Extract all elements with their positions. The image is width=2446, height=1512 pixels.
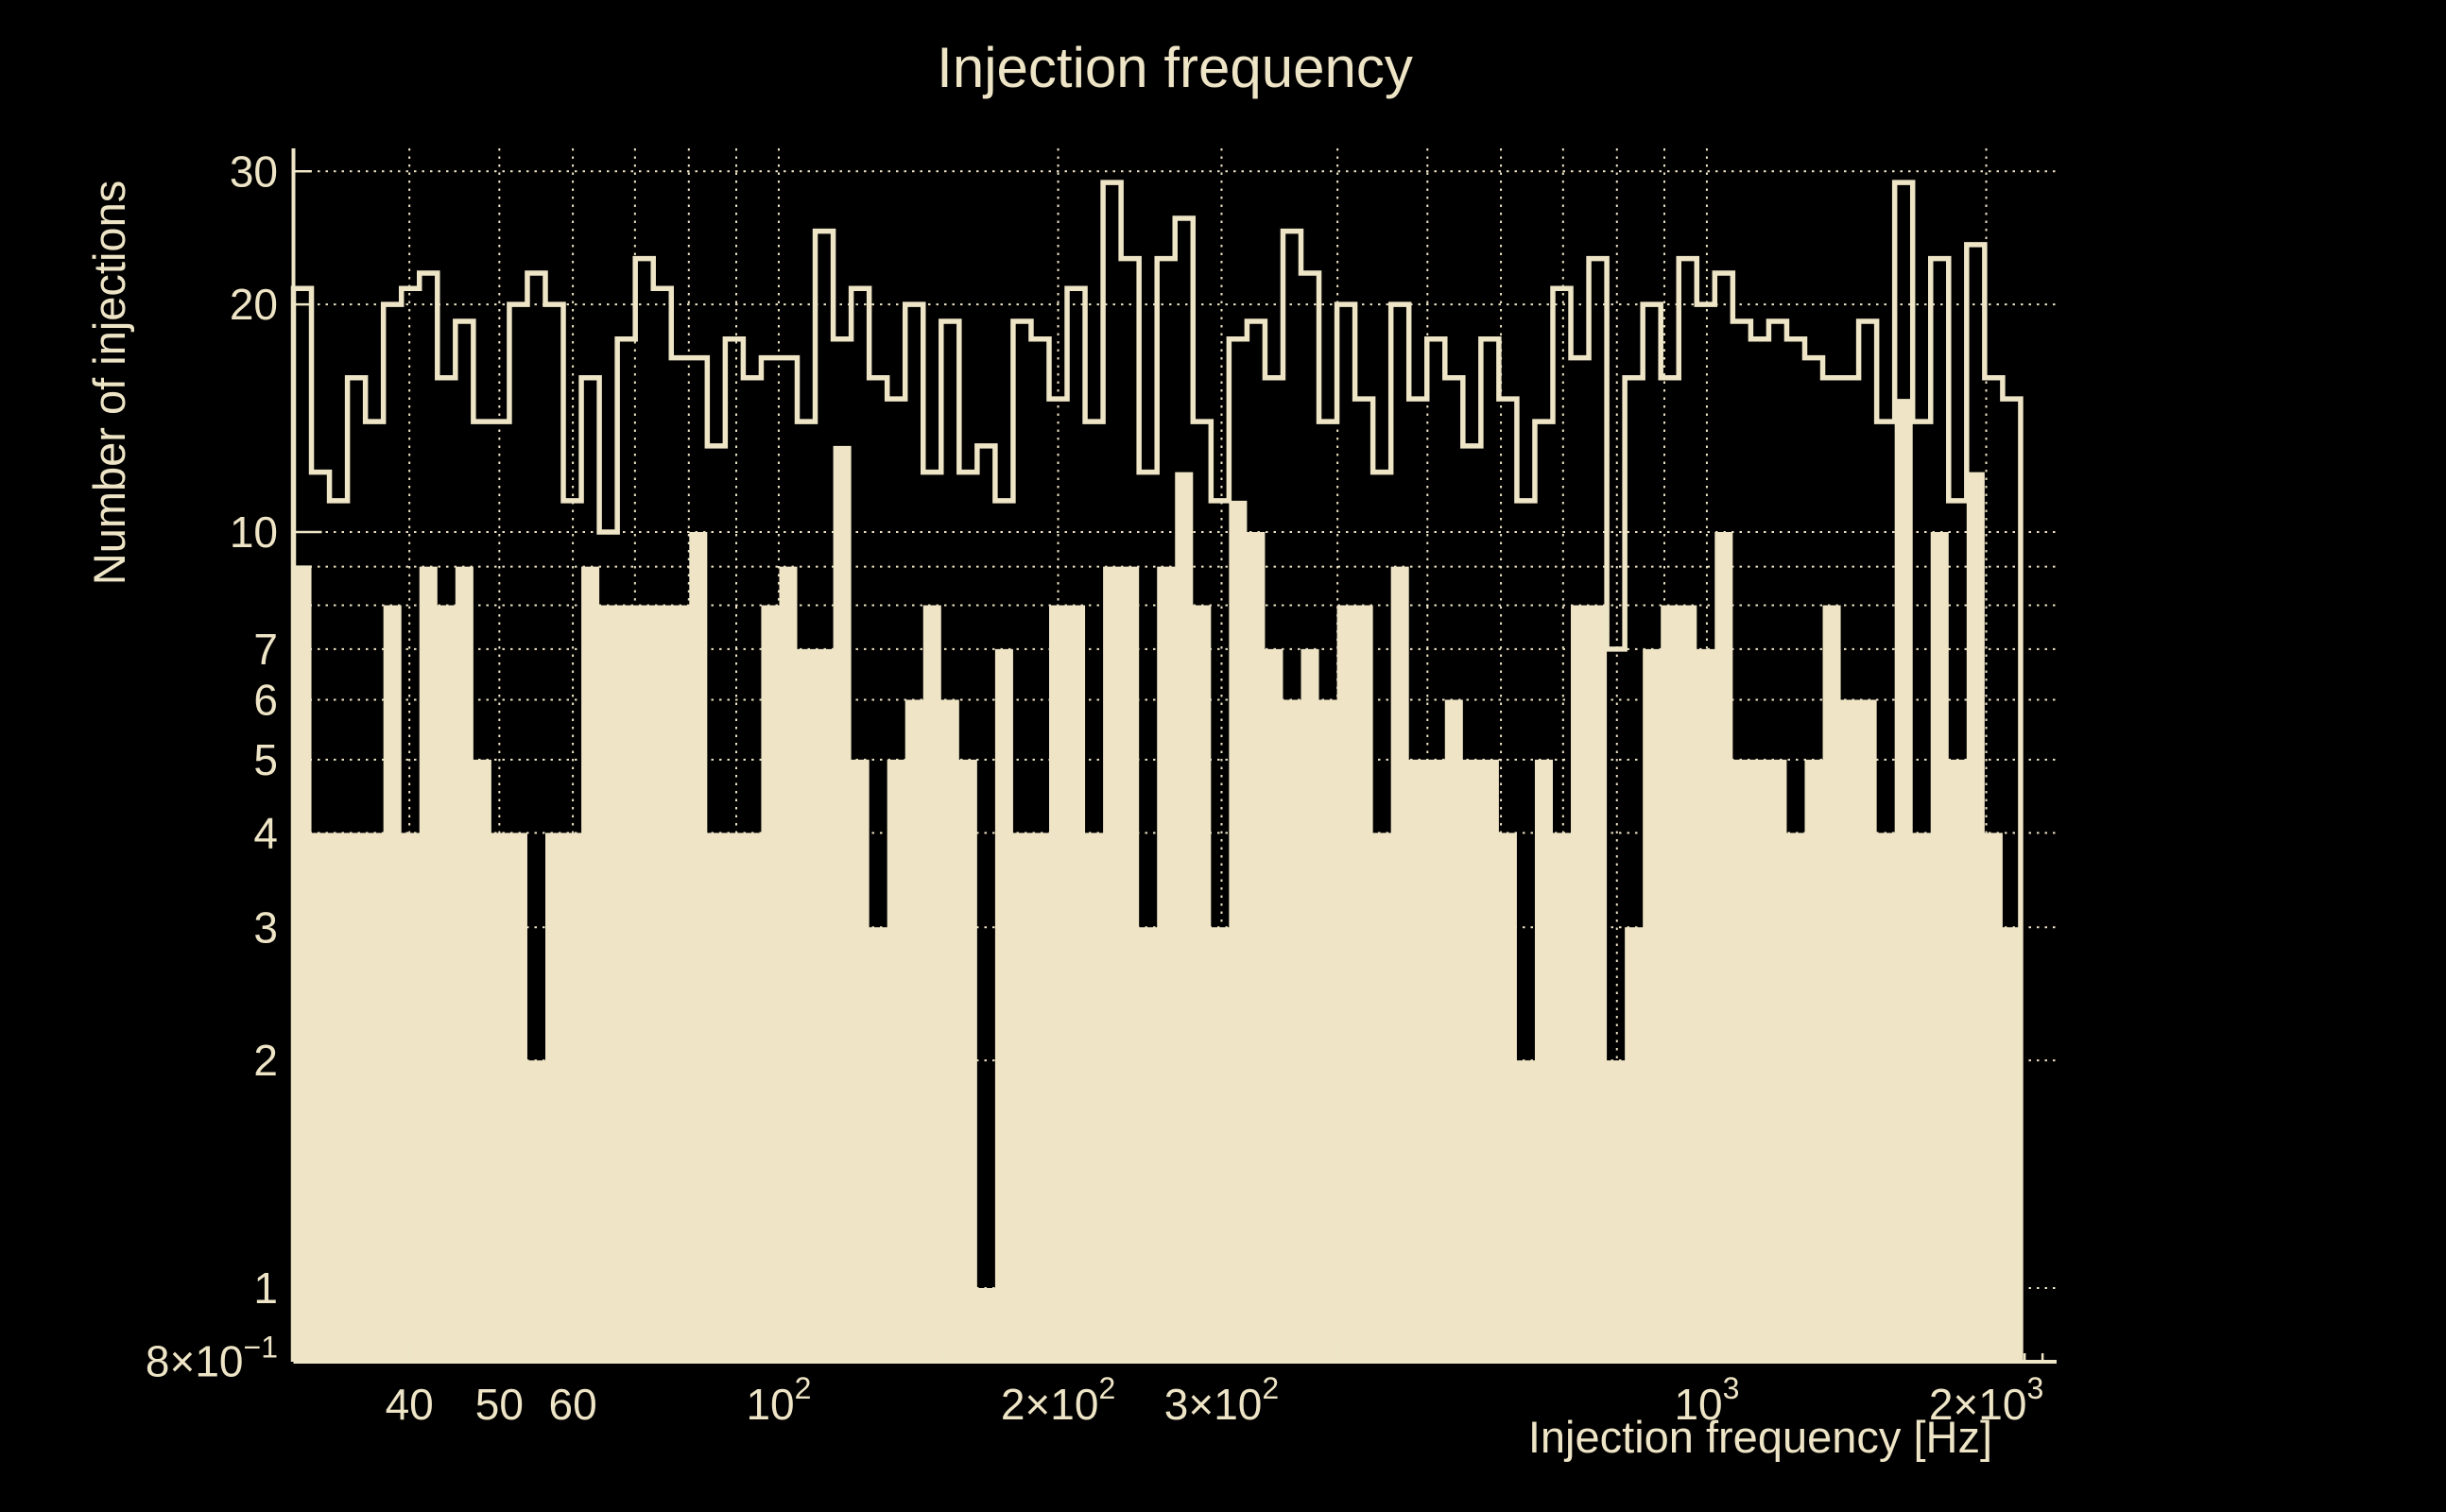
x-tick-label: 2×103 (1929, 1371, 2043, 1429)
axes (291, 148, 2057, 1364)
x-tick-label: 103 (1674, 1371, 1739, 1429)
y-tick-label: 3 (253, 902, 278, 952)
outline-histogram (290, 180, 2024, 1362)
y-tick-label: 2 (253, 1036, 278, 1085)
x-tick-label: 60 (549, 1380, 597, 1429)
y-tick-label: 10 (230, 507, 278, 557)
y-tick-label: 6 (253, 675, 278, 724)
y-axis-title: Number of injections (84, 180, 134, 585)
y-tick-label: 7 (253, 625, 278, 674)
x-tick-label: 102 (746, 1371, 811, 1429)
y-tick-label: 5 (253, 735, 278, 784)
y-tick-label: 30 (230, 146, 278, 196)
x-tick-label: 40 (386, 1380, 434, 1429)
x-tick-label: 3×102 (1164, 1371, 1279, 1429)
y-tick-label: 4 (253, 808, 278, 857)
x-axis-title: Injection frequency [Hz] (1528, 1412, 1992, 1462)
x-tick-label: 2×102 (1001, 1371, 1115, 1429)
filled-histogram (293, 399, 2021, 1363)
chart-title: Injection frequency (937, 36, 1413, 99)
y-tick-labels: 30 20 10 76 5 4 3 2 1 8×10−1 (146, 146, 278, 1385)
y-tick-label: 20 (230, 280, 278, 329)
x-tick-label: 50 (475, 1380, 524, 1429)
x-tick-labels: 40 50 60 102 2×102 3×102 103 2×103 (386, 1371, 2044, 1429)
y-tick-label: 8×10−1 (146, 1331, 278, 1386)
y-tick-label: 1 (253, 1263, 278, 1313)
